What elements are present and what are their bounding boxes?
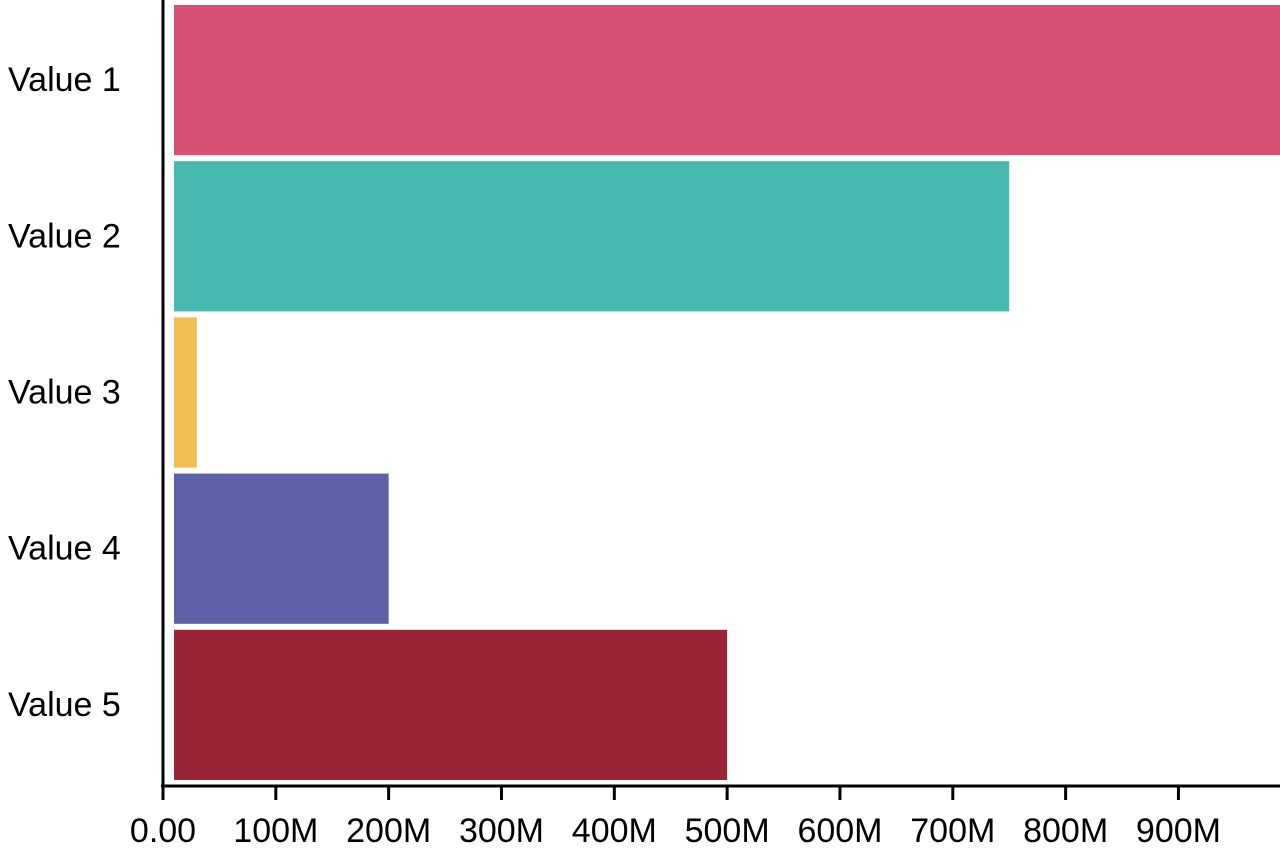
x-tick-label: 900M	[1136, 812, 1221, 850]
x-tick-label: 100M	[233, 812, 318, 850]
bar-4	[174, 473, 389, 624]
bars-group	[174, 5, 1280, 780]
x-tick-label: 300M	[459, 812, 544, 850]
bar-5	[174, 629, 728, 780]
category-label-5: Value 5	[8, 686, 121, 724]
x-tick-label: 500M	[685, 812, 770, 850]
x-tick-label: 600M	[797, 812, 882, 850]
category-label-3: Value 3	[8, 374, 121, 412]
x-tick-label: 200M	[346, 812, 431, 850]
x-tick-label: 400M	[572, 812, 657, 850]
x-axis-ticks: 0.00 100M 200M 300M 400M 500M 600M 700M 800M 900M	[130, 786, 1221, 850]
category-labels: Value 1 Value 2 Value 3 Value 4 Value 5	[8, 61, 121, 724]
bar-3	[174, 317, 197, 468]
x-tick-label: 800M	[1023, 812, 1108, 850]
category-label-2: Value 2	[8, 217, 121, 255]
x-tick-label: 0.00	[130, 812, 196, 850]
category-label-4: Value 4	[8, 530, 121, 568]
bar-1	[174, 5, 1280, 156]
bar-2	[174, 161, 1010, 312]
category-label-1: Value 1	[8, 61, 121, 99]
x-tick-label: 700M	[910, 812, 995, 850]
